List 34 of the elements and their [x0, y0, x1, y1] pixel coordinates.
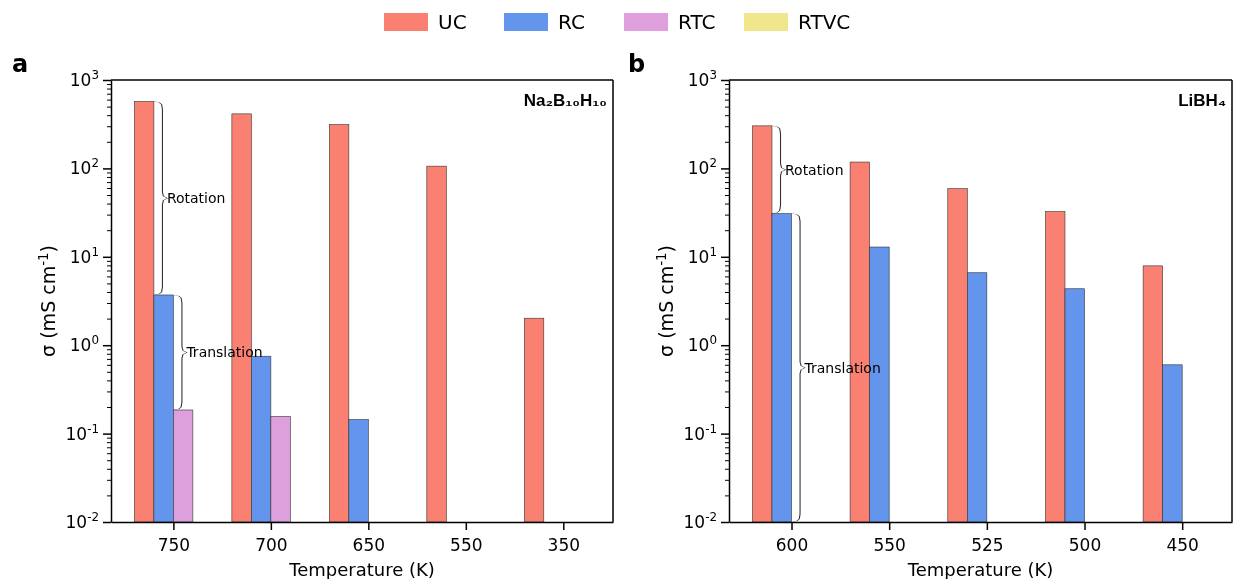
chart-title: a: [12, 50, 29, 78]
legend-label: RTC: [678, 10, 716, 34]
text: Na₂B₁₀H₁₀: [523, 91, 607, 110]
y-tick-label: 10$^{0}$: [69, 333, 99, 356]
y-tick-label: 10$^{1}$: [687, 244, 717, 267]
y-tick-label: 10$^{0}$: [687, 333, 717, 356]
x-tick-label: 650: [352, 535, 386, 556]
y-tick-label: 10$^{3}$: [69, 67, 99, 90]
x-axis-title: Temperature (K): [288, 559, 435, 579]
x-tick-label: 350: [547, 535, 581, 556]
x-tick-label: 550: [450, 535, 483, 556]
annotation: Rotation: [784, 161, 844, 178]
y-tick-label: 10$^{1}$: [69, 244, 99, 267]
y-tick-label: 10$^{-2}$: [65, 509, 99, 532]
x-tick-label: 500: [1068, 535, 1102, 556]
x-tick-label: 600: [775, 535, 809, 556]
y-tick-label: 10$^{3}$: [687, 67, 717, 90]
x-tick-label: 525: [971, 535, 1004, 556]
y-tick-label: 10$^{2}$: [69, 156, 99, 179]
x-axis-title: Temperature (K): [906, 559, 1054, 579]
legend-label: UC: [438, 10, 467, 34]
x-tick-label: 550: [873, 535, 906, 556]
text: LiBH₄: [1178, 91, 1226, 110]
x-tick-label: 750: [157, 535, 191, 556]
x-tick-label: 700: [255, 535, 288, 556]
legend-label: RC: [558, 10, 585, 34]
y-tick-label: 10$^{2}$: [687, 156, 717, 179]
annotation: Rotation: [166, 190, 226, 207]
y-tick-label: 10$^{-1}$: [65, 421, 99, 444]
y-tick-label: 10$^{-2}$: [683, 509, 717, 532]
x-tick-label: 450: [1166, 535, 1199, 556]
chart-title: b: [628, 50, 646, 78]
legend-label: RTVC: [798, 10, 851, 34]
y-tick-label: 10$^{-1}$: [683, 421, 717, 444]
